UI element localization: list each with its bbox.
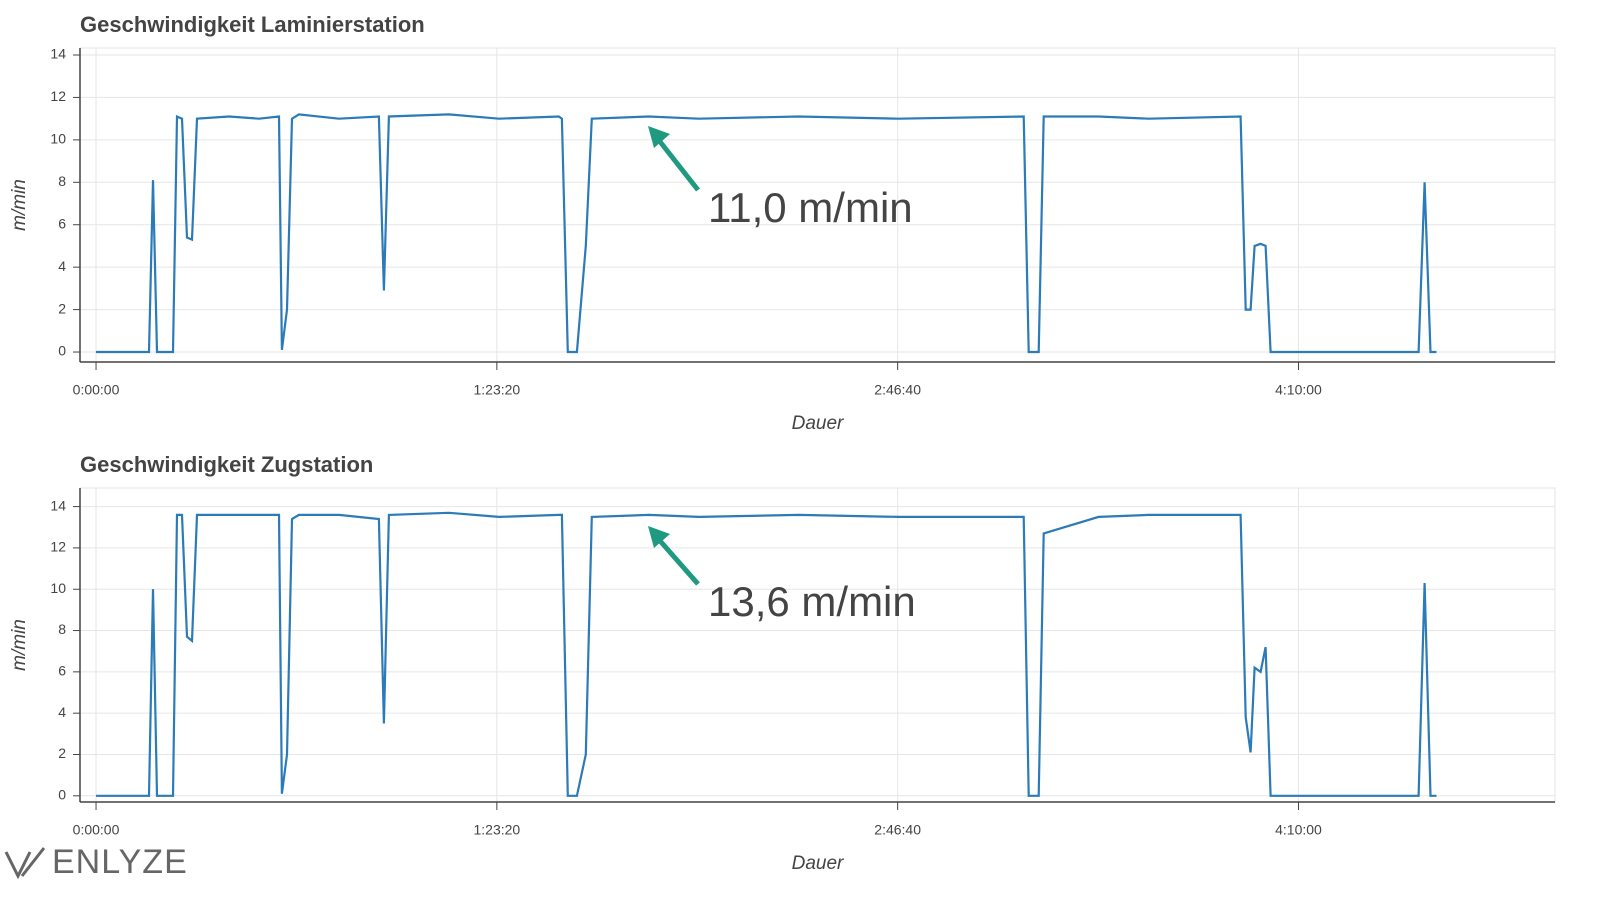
y-tick-label: 4 <box>58 258 66 274</box>
annotation: 11,0 m/min <box>708 184 913 231</box>
y-tick-label: 6 <box>58 215 66 231</box>
logo-icon <box>4 847 46 880</box>
x-axis-label: Dauer <box>792 413 844 434</box>
x-tick-label: 4:10:00 <box>1275 822 1322 838</box>
x-tick-label: 2:46:40 <box>874 382 921 398</box>
chart-title: Geschwindigkeit Zugstation <box>80 452 373 477</box>
x-tick-label: 1:23:20 <box>473 822 520 838</box>
chart-panel: Geschwindigkeit Zugstation 0 2 4 6 8 10 12 14 0:0… <box>9 452 1556 874</box>
y-axis-label: m/min <box>9 619 30 671</box>
annotation-arrowhead <box>648 126 670 148</box>
y-tick-label: 2 <box>58 300 66 316</box>
y-tick-label: 8 <box>58 173 66 189</box>
y-tick-label: 14 <box>50 497 66 513</box>
y-tick-label: 0 <box>58 343 66 359</box>
annotation-arrow <box>652 132 700 192</box>
x-tick-label: 1:23:20 <box>473 382 520 398</box>
annotation-arrow <box>652 532 700 586</box>
y-tick-label: 14 <box>50 46 66 62</box>
chart-panel: Geschwindigkeit Laminierstation 0 2 4 6 8 10 12… <box>9 12 1556 434</box>
annotation-arrowhead <box>648 526 670 548</box>
data-line <box>96 511 1437 797</box>
data-line <box>96 113 1437 354</box>
y-tick-label: 8 <box>58 621 66 637</box>
x-tick-label: 4:10:00 <box>1275 382 1322 398</box>
x-axis-label: Dauer <box>792 853 844 874</box>
logo-text: ENLYZE <box>52 843 188 881</box>
y-tick-label: 12 <box>50 539 66 555</box>
annotation: 13,6 m/min <box>708 578 916 625</box>
chart-title: Geschwindigkeit Laminierstation <box>80 12 425 37</box>
y-tick-label: 4 <box>58 704 66 720</box>
x-tick-label: 2:46:40 <box>874 822 921 838</box>
y-tick-label: 0 <box>58 787 66 803</box>
x-tick-label: 0:00:00 <box>73 822 120 838</box>
y-tick-label: 6 <box>58 663 66 679</box>
y-axis-label: m/min <box>9 179 30 231</box>
y-tick-label: 12 <box>50 88 66 104</box>
y-tick-label: 10 <box>50 580 66 596</box>
x-tick-label: 0:00:00 <box>73 382 120 398</box>
y-tick-label: 10 <box>50 131 66 147</box>
y-tick-label: 2 <box>58 745 66 761</box>
logo: ENLYZE <box>4 843 188 881</box>
